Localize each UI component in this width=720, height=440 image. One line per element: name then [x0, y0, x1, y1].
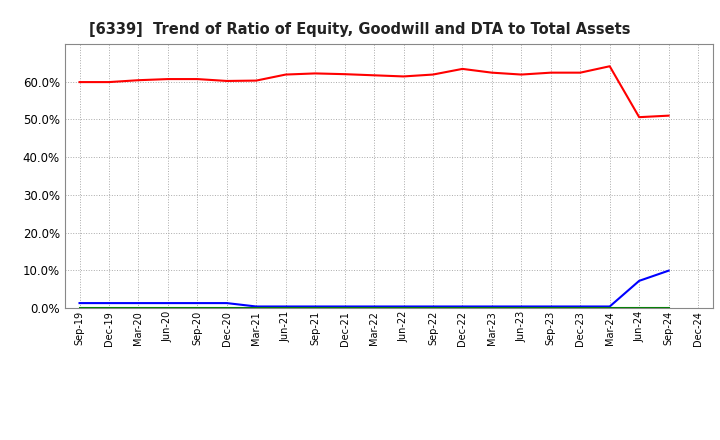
Equity: [252, 78, 261, 83]
Equity: [517, 72, 526, 77]
Goodwill: [282, 304, 290, 309]
Line: Equity: Equity: [79, 66, 669, 117]
Equity: [222, 78, 231, 84]
Goodwill: [163, 301, 172, 306]
Deferred Tax Assets: [370, 305, 379, 310]
Deferred Tax Assets: [252, 305, 261, 310]
Goodwill: [458, 304, 467, 309]
Text: [6339]  Trend of Ratio of Equity, Goodwill and DTA to Total Assets: [6339] Trend of Ratio of Equity, Goodwil…: [89, 22, 631, 37]
Goodwill: [370, 304, 379, 309]
Deferred Tax Assets: [546, 305, 555, 310]
Deferred Tax Assets: [311, 305, 320, 310]
Deferred Tax Assets: [635, 305, 644, 310]
Equity: [399, 74, 408, 79]
Goodwill: [487, 304, 496, 309]
Equity: [193, 77, 202, 82]
Equity: [104, 80, 113, 85]
Deferred Tax Assets: [399, 305, 408, 310]
Equity: [487, 70, 496, 75]
Deferred Tax Assets: [606, 305, 614, 310]
Deferred Tax Assets: [458, 305, 467, 310]
Goodwill: [75, 301, 84, 306]
Goodwill: [341, 304, 349, 309]
Equity: [576, 70, 585, 75]
Goodwill: [252, 304, 261, 309]
Equity: [370, 73, 379, 78]
Equity: [134, 77, 143, 83]
Goodwill: [546, 304, 555, 309]
Goodwill: [665, 268, 673, 273]
Goodwill: [134, 301, 143, 306]
Deferred Tax Assets: [134, 305, 143, 310]
Goodwill: [311, 304, 320, 309]
Equity: [341, 72, 349, 77]
Goodwill: [222, 301, 231, 306]
Goodwill: [606, 304, 614, 309]
Deferred Tax Assets: [428, 305, 437, 310]
Deferred Tax Assets: [665, 305, 673, 310]
Goodwill: [576, 304, 585, 309]
Deferred Tax Assets: [163, 305, 172, 310]
Equity: [75, 80, 84, 85]
Equity: [635, 114, 644, 120]
Goodwill: [104, 301, 113, 306]
Equity: [665, 113, 673, 118]
Goodwill: [193, 301, 202, 306]
Line: Goodwill: Goodwill: [79, 271, 669, 307]
Equity: [282, 72, 290, 77]
Deferred Tax Assets: [193, 305, 202, 310]
Deferred Tax Assets: [104, 305, 113, 310]
Equity: [546, 70, 555, 75]
Goodwill: [399, 304, 408, 309]
Equity: [428, 72, 437, 77]
Goodwill: [428, 304, 437, 309]
Deferred Tax Assets: [341, 305, 349, 310]
Goodwill: [517, 304, 526, 309]
Goodwill: [635, 278, 644, 283]
Equity: [163, 77, 172, 82]
Equity: [311, 71, 320, 76]
Equity: [458, 66, 467, 72]
Deferred Tax Assets: [222, 305, 231, 310]
Deferred Tax Assets: [282, 305, 290, 310]
Deferred Tax Assets: [517, 305, 526, 310]
Deferred Tax Assets: [576, 305, 585, 310]
Deferred Tax Assets: [487, 305, 496, 310]
Deferred Tax Assets: [75, 305, 84, 310]
Equity: [606, 64, 614, 69]
